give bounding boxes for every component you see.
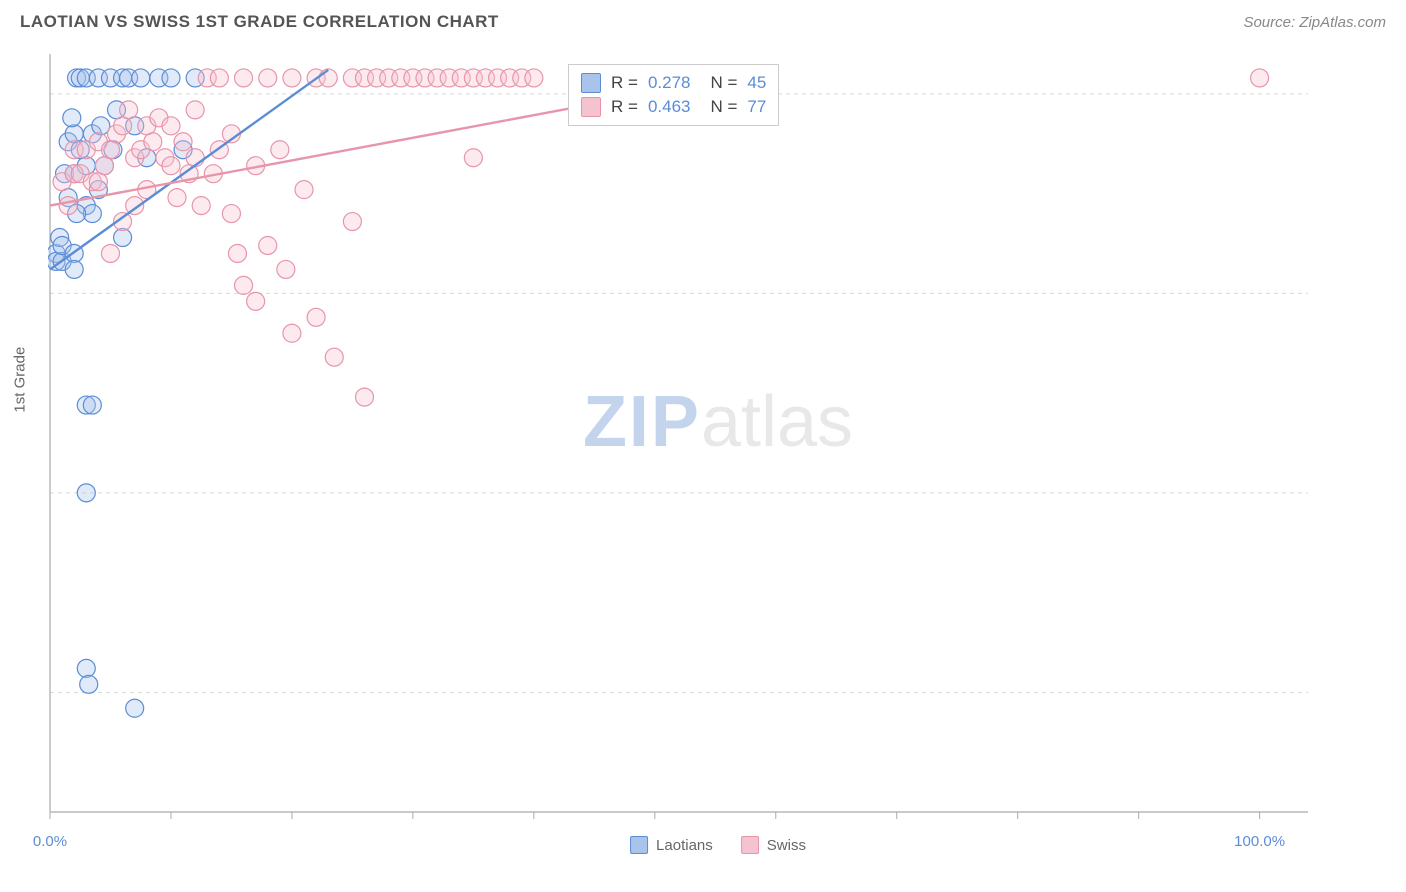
stat-n-label: N =	[710, 73, 737, 93]
data-point	[95, 157, 113, 175]
data-point	[277, 260, 295, 278]
data-point	[464, 149, 482, 167]
data-point	[319, 69, 337, 87]
data-point	[63, 109, 81, 127]
stat-r-label: R =	[611, 73, 638, 93]
data-point	[59, 197, 77, 215]
data-point	[114, 117, 132, 135]
data-point	[307, 308, 325, 326]
y-axis-label: 1st Grade	[12, 347, 29, 413]
stat-r-value: 0.463	[648, 97, 691, 117]
data-point	[77, 659, 95, 677]
stat-n-value: 45	[747, 73, 766, 93]
data-point	[89, 173, 107, 191]
data-point	[101, 244, 119, 262]
data-point	[295, 181, 313, 199]
chart-title: LAOTIAN VS SWISS 1ST GRADE CORRELATION C…	[20, 12, 499, 32]
stat-swatch	[581, 97, 601, 117]
data-point	[132, 69, 150, 87]
data-point	[525, 69, 543, 87]
data-point	[228, 244, 246, 262]
data-point	[325, 348, 343, 366]
scatter-plot	[48, 52, 1388, 822]
stat-row: R = 0.463 N = 77	[581, 95, 766, 119]
chart-area: 1st Grade ZIPatlas R =0.278N =45R =0.463…	[48, 52, 1388, 822]
data-point	[192, 197, 210, 215]
data-point	[80, 675, 98, 693]
data-point	[101, 141, 119, 159]
correlation-stat-box: R = 0.278 N = 45 R = 0.463 N = 77	[568, 64, 779, 126]
stat-r-label: R =	[611, 97, 638, 117]
stat-n-label: N =	[710, 97, 737, 117]
data-point	[283, 324, 301, 342]
stat-n-value: 77	[747, 97, 766, 117]
data-point	[65, 260, 83, 278]
stat-row: R = 0.278 N = 45	[581, 71, 766, 95]
data-point	[120, 101, 138, 119]
legend: Laotians Swiss	[630, 836, 806, 854]
stat-r-value: 0.278	[648, 73, 691, 93]
legend-label: Swiss	[767, 837, 806, 854]
x-tick-label: 0.0%	[33, 833, 67, 850]
data-point	[235, 69, 253, 87]
data-point	[162, 69, 180, 87]
data-point	[356, 388, 374, 406]
data-point	[247, 292, 265, 310]
data-point	[222, 205, 240, 223]
data-point	[77, 484, 95, 502]
data-point	[83, 396, 101, 414]
data-point	[162, 117, 180, 135]
data-point	[235, 276, 253, 294]
data-point	[65, 125, 83, 143]
data-point	[259, 236, 277, 254]
data-point	[144, 133, 162, 151]
data-point	[186, 101, 204, 119]
stat-swatch	[581, 73, 601, 93]
data-point	[283, 69, 301, 87]
data-point	[210, 69, 228, 87]
legend-item: Laotians	[630, 836, 713, 854]
data-point	[126, 699, 144, 717]
legend-swatch	[741, 836, 759, 854]
source-label: Source: ZipAtlas.com	[1243, 14, 1386, 31]
legend-label: Laotians	[656, 837, 713, 854]
data-point	[271, 141, 289, 159]
data-point	[1251, 69, 1269, 87]
data-point	[162, 157, 180, 175]
data-point	[259, 69, 277, 87]
x-tick-label: 100.0%	[1234, 833, 1285, 850]
legend-item: Swiss	[741, 836, 806, 854]
data-point	[343, 213, 361, 231]
data-point	[168, 189, 186, 207]
data-point	[114, 229, 132, 247]
legend-swatch	[630, 836, 648, 854]
data-point	[174, 133, 192, 151]
